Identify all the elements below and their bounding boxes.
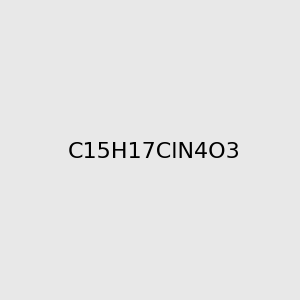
Text: C15H17ClN4O3: C15H17ClN4O3	[68, 142, 240, 161]
